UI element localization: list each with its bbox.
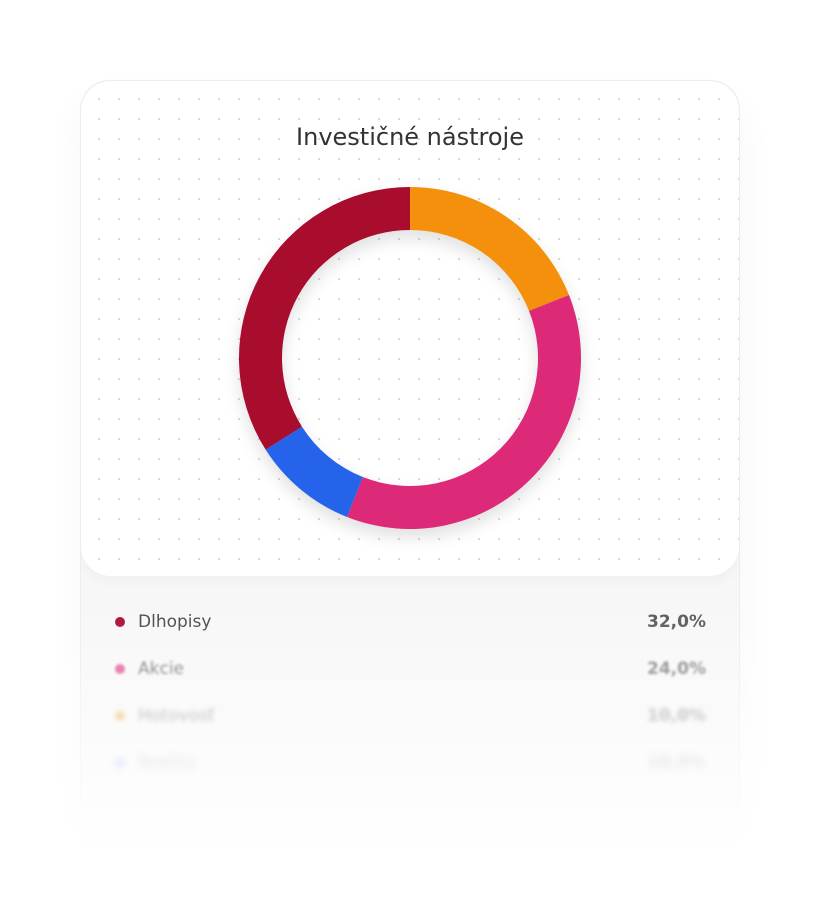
legend-value: 32,0% xyxy=(647,612,706,632)
donut-segment xyxy=(238,187,410,450)
legend-row: Dlhopisy 32,0% xyxy=(112,610,708,634)
legend-dot xyxy=(115,617,125,627)
legend-label: Hotovosť xyxy=(138,706,215,726)
donut-segment xyxy=(410,187,569,311)
legend-label: Dlhopisy xyxy=(138,612,212,632)
legend-dot xyxy=(115,711,125,721)
legend-dot xyxy=(115,664,125,674)
chart-title: Investičné nástroje xyxy=(296,123,524,151)
donut xyxy=(238,187,581,529)
legend-value: 10,0% xyxy=(647,753,706,773)
legend-row: Akcie 24,0% xyxy=(112,657,708,681)
legend-label: Akcie xyxy=(138,659,185,679)
legend-row: Hotovosť 10,0% xyxy=(112,704,708,728)
legend-value: 10,0% xyxy=(647,706,706,726)
donut-segment xyxy=(265,426,363,517)
donut-segment xyxy=(347,295,581,529)
legend-dot xyxy=(115,758,125,768)
legend-label: Reality xyxy=(138,753,197,773)
legend-row: Reality 10,0% xyxy=(112,751,708,775)
legend-value: 24,0% xyxy=(647,659,706,679)
